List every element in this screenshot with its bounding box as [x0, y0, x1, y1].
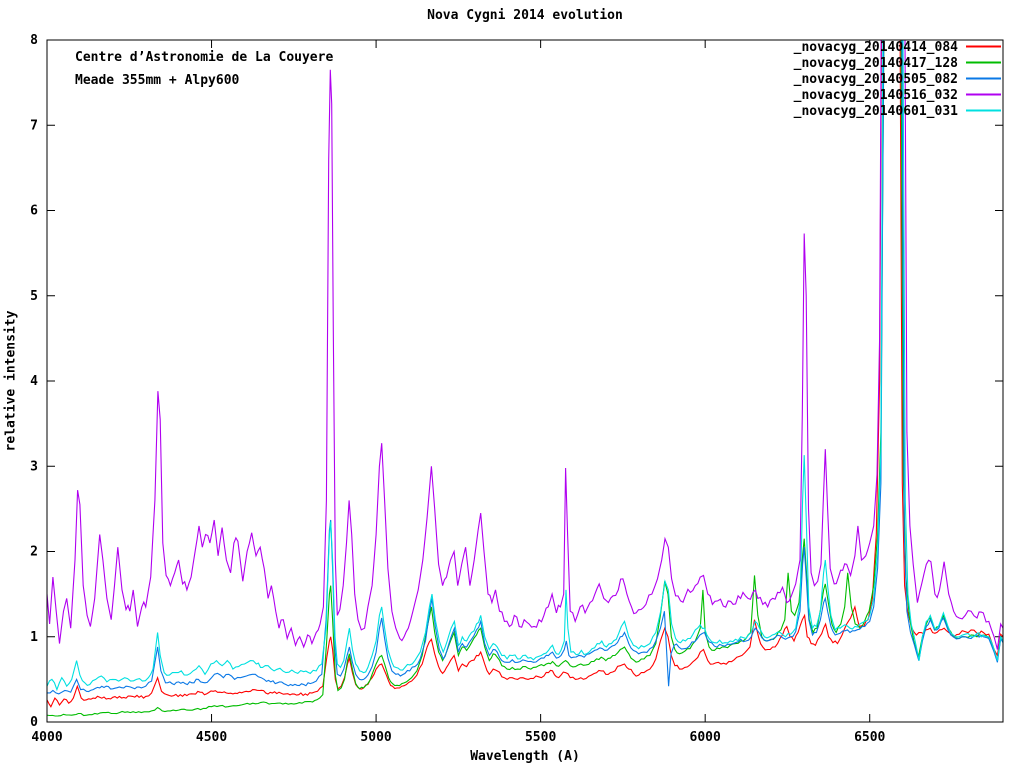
x-axis-label: Wavelength (A) — [470, 749, 580, 764]
x-tick-label: 5000 — [360, 730, 391, 745]
spectrum-series-5 — [47, 40, 1003, 692]
legend-label: _novacyg_20140505_082 — [794, 72, 958, 87]
y-tick-label: 3 — [30, 459, 38, 474]
y-axis-label: relative intensity — [3, 310, 19, 452]
observatory-annotation-line1: Centre d’Astronomie de La Couyere — [75, 50, 334, 65]
observatory-annotation-line2: Meade 355mm + Alpy600 — [75, 73, 240, 88]
spectrum-series-1 — [47, 40, 1003, 708]
legend-label: _novacyg_20140414_084 — [794, 40, 959, 55]
y-tick-label: 5 — [30, 289, 38, 304]
y-tick-label: 0 — [30, 715, 38, 730]
spectrum-series-2 — [47, 40, 1003, 717]
legend-label: _novacyg_20140601_031 — [794, 104, 959, 119]
x-tick-label: 6000 — [690, 730, 721, 745]
y-tick-label: 2 — [30, 545, 38, 560]
x-tick-label: 4000 — [31, 730, 62, 745]
chart-title: Nova Cygni 2014 evolution — [427, 8, 623, 23]
spectrum-series-4 — [47, 40, 1003, 650]
plot-border — [46, 39, 1004, 723]
y-tick-label: 4 — [30, 374, 38, 389]
x-tick-label: 4500 — [196, 730, 227, 745]
x-tick-label: 5500 — [525, 730, 556, 745]
y-tick-label: 7 — [30, 118, 38, 133]
y-tick-label: 1 — [30, 630, 38, 645]
x-tick-label: 6500 — [854, 730, 885, 745]
legend-label: _novacyg_20140516_032 — [794, 88, 958, 103]
legend-label: _novacyg_20140417_128 — [794, 56, 959, 71]
y-tick-label: 8 — [30, 33, 38, 48]
spectrum-series-3 — [47, 40, 1003, 695]
y-tick-label: 6 — [30, 204, 38, 219]
